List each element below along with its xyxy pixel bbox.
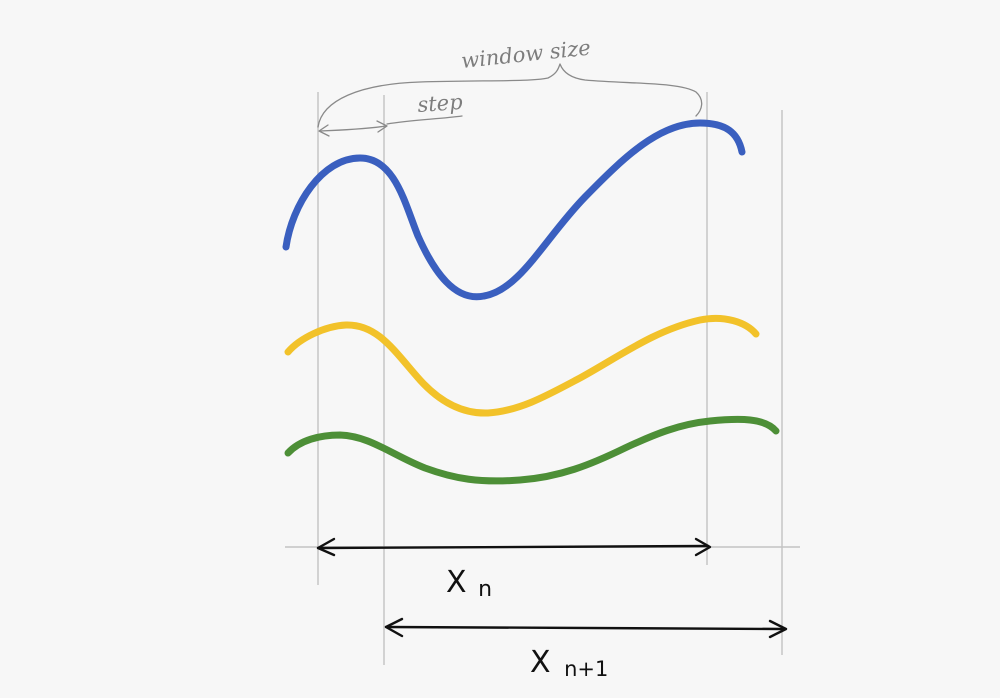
step-arrow (319, 125, 387, 132)
xn1-arrow-left-head (384, 617, 404, 638)
window-size-label: window size (460, 36, 592, 73)
step-leader-line (386, 115, 463, 125)
signal-curve-green (284, 415, 780, 485)
step-label: step (417, 90, 464, 117)
xn-label-subscript: n (478, 577, 492, 602)
xn1-label: X n+1 (530, 645, 608, 681)
xn1-arrow-right-head (768, 619, 788, 639)
xn1-range-arrow (384, 625, 787, 631)
step-arrow-right-head (376, 120, 388, 133)
step-arrow-left-head (318, 124, 330, 137)
xn1-label-main: X (530, 645, 551, 680)
xn1-label-subscript: n+1 (564, 657, 608, 681)
xn-arrow-right-head (694, 537, 712, 557)
signal-curve-blue (282, 119, 746, 301)
window-size-brace (317, 63, 703, 128)
xn-label: X n (446, 565, 492, 602)
xn-range-arrow (316, 544, 710, 550)
xn-arrow-left-head (316, 537, 336, 557)
xn-label-main: X (446, 565, 467, 600)
signal-curve-yellow (284, 314, 760, 417)
